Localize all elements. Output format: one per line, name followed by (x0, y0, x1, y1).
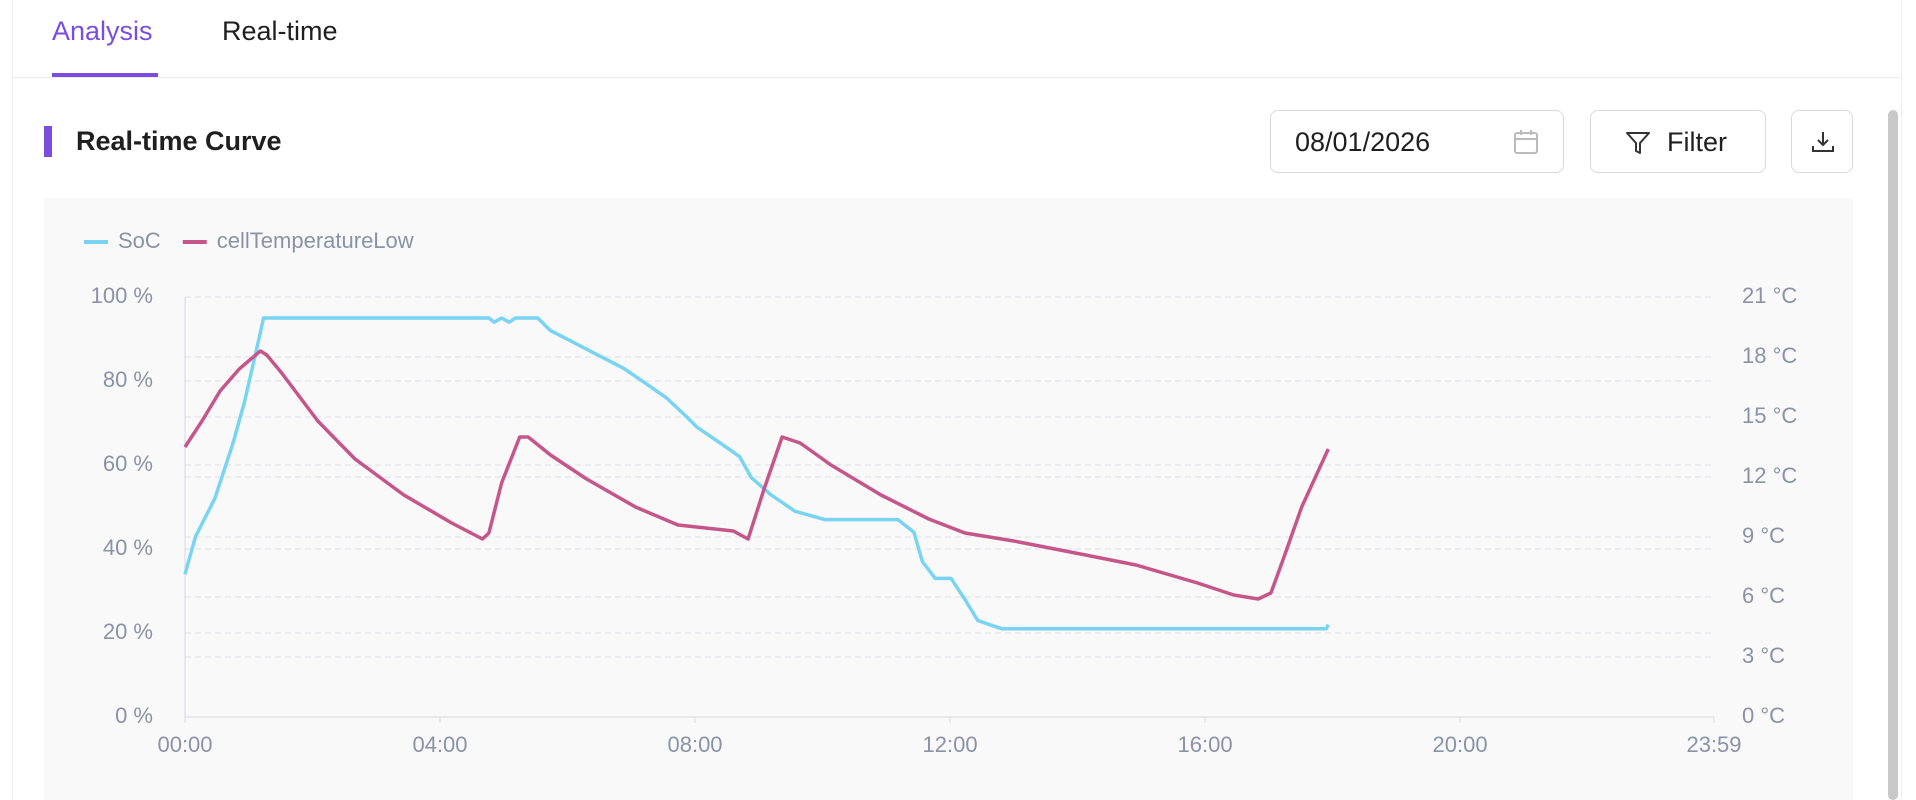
y2-tick-label: 12 °C (1742, 463, 1797, 488)
y2-tick-label: 0 °C (1742, 703, 1785, 728)
x-tick-label: 00:00 (157, 732, 212, 757)
series-line (183, 349, 1330, 601)
y-tick-label: 100 % (91, 283, 153, 308)
download-button[interactable] (1791, 110, 1853, 173)
series-line (183, 316, 1330, 631)
y2-tick-label: 3 °C (1742, 643, 1785, 668)
tab-underline (52, 73, 158, 77)
date-picker[interactable]: 08/01/2026 (1270, 110, 1564, 173)
scrollbar[interactable] (1888, 110, 1898, 800)
y-tick-label: 60 % (103, 451, 153, 476)
y-tick-label: 40 % (103, 535, 153, 560)
legend-label: SoC (118, 228, 161, 253)
y2-tick-label: 6 °C (1742, 583, 1785, 608)
legend-label: cellTemperatureLow (217, 228, 414, 253)
y-tick-label: 80 % (103, 367, 153, 392)
y2-tick-label: 9 °C (1742, 523, 1785, 548)
x-tick-label: 16:00 (1178, 732, 1233, 757)
y2-tick-label: 18 °C (1742, 343, 1797, 368)
x-tick-label: 12:00 (923, 732, 978, 757)
filter-button[interactable]: Filter (1590, 110, 1766, 173)
x-tick-label: 23:59 (1686, 732, 1741, 757)
tab-realtime[interactable]: Real-time (222, 16, 338, 46)
content-frame (12, 0, 1902, 800)
filter-label: Filter (1667, 127, 1727, 157)
y2-tick-label: 15 °C (1742, 403, 1797, 428)
calendar-icon (1514, 130, 1538, 154)
download-icon (1812, 132, 1834, 152)
x-tick-label: 20:00 (1433, 732, 1488, 757)
y-tick-label: 0 % (115, 703, 153, 728)
y2-tick-label: 21 °C (1742, 283, 1797, 308)
date-text: 08/01/2026 (1295, 127, 1431, 157)
x-tick-label: 04:00 (412, 732, 467, 757)
section-marker (44, 126, 52, 157)
tab-divider (12, 77, 1900, 78)
chart-panel (44, 198, 1853, 800)
tab-analysis[interactable]: Analysis (52, 16, 153, 46)
y-tick-label: 20 % (103, 619, 153, 644)
section-title: Real-time Curve (76, 126, 282, 156)
x-tick-label: 08:00 (667, 732, 722, 757)
filter-icon (1626, 132, 1650, 154)
